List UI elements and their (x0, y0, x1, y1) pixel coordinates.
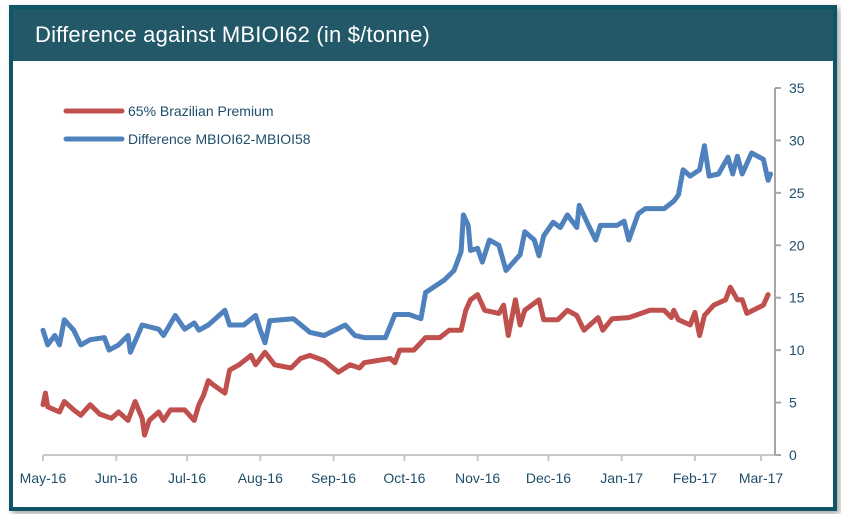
x-tick-label: Jul-16 (168, 470, 206, 486)
y-tick-label: 30 (789, 132, 805, 148)
legend: 65% Brazilian Premium Difference MBIOI62… (63, 103, 311, 147)
x-tick-label: Jan-17 (600, 470, 643, 486)
y-tick-label: 25 (789, 185, 805, 201)
x-tick-label: Jun-16 (95, 470, 138, 486)
chart-header: Difference against MBIOI62 (in $/tonne) (13, 9, 833, 61)
y-tick-label: 0 (789, 447, 797, 463)
x-tick-label: Oct-16 (383, 470, 425, 486)
legend-label-brazilian-premium: 65% Brazilian Premium (128, 103, 274, 119)
axes: 0 5 10 15 20 25 30 35 May-16 Jun-16 Jul-16 Aug-16 Se… (20, 80, 805, 486)
x-tick-label: Feb-17 (673, 470, 718, 486)
y-tick-label: 15 (789, 290, 805, 306)
x-tick-label: May-16 (20, 470, 67, 486)
y-tick-label: 10 (789, 342, 805, 358)
y-tick-label: 35 (789, 80, 805, 96)
x-tick-label: Aug-16 (238, 470, 283, 486)
x-tick-label: Dec-16 (526, 470, 571, 486)
series-line-brazilian-premium (40, 284, 771, 438)
y-tick-label: 5 (789, 395, 797, 411)
x-tick-label: Sep-16 (311, 470, 356, 486)
series-lines (40, 143, 773, 438)
x-tick-label: Nov-16 (455, 470, 500, 486)
chart-title: Difference against MBIOI62 (in $/tonne) (35, 22, 431, 47)
legend-label-difference: Difference MBIOI62-MBIOI58 (128, 131, 311, 147)
series-line-difference (40, 143, 773, 355)
y-tick-label: 20 (789, 237, 805, 253)
x-tick-label: Mar-17 (739, 470, 784, 486)
